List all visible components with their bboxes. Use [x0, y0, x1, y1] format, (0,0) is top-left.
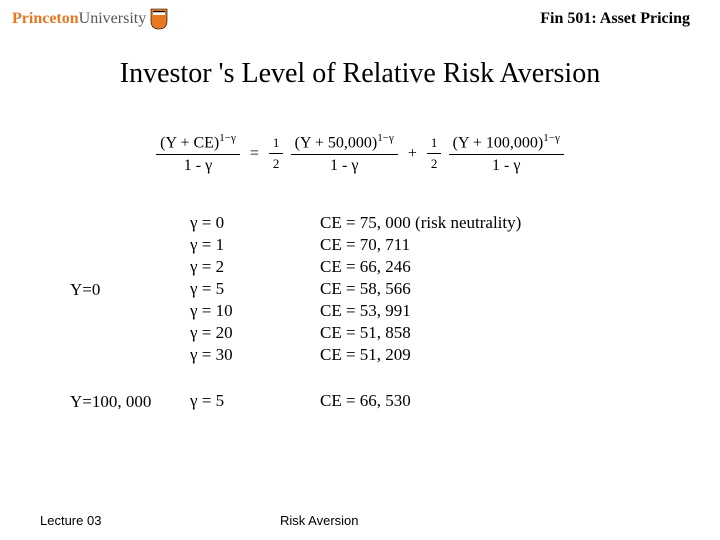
- topic-label: Risk Aversion: [280, 513, 359, 528]
- logo: PrincetonUniversity: [12, 8, 168, 30]
- y0-row: γ = 10CE = 53, 991: [190, 301, 720, 321]
- ce-cell: CE = 51, 209: [320, 345, 720, 365]
- y0-row: γ = 1CE = 70, 711: [190, 235, 720, 255]
- ce-cell: CE = 70, 711: [320, 235, 720, 255]
- ce-cell: CE = 53, 991: [320, 301, 720, 321]
- logo-text: PrincetonUniversity: [12, 10, 146, 28]
- y0-label: Y=0: [70, 280, 190, 300]
- slide-footer: Lecture 03 Risk Aversion: [0, 513, 720, 528]
- y0-row: γ = 2CE = 66, 246: [190, 257, 720, 277]
- frac-rhs1: (Y + 50,000)1−γ 1 - γ: [291, 132, 398, 175]
- y100-row: γ = 5CE = 66, 530: [190, 391, 720, 411]
- y100-label: Y=100, 000: [70, 391, 190, 413]
- gamma-cell: γ = 2: [190, 257, 320, 277]
- gamma-cell: γ = 0: [190, 213, 320, 233]
- slide-title: Investor 's Level of Relative Risk Avers…: [0, 58, 720, 90]
- ce-cell: CE = 66, 246: [320, 257, 720, 277]
- course-label: Fin 501: Asset Pricing: [540, 10, 690, 28]
- y0-row: γ = 0CE = 75, 000 (risk neutrality): [190, 213, 720, 233]
- y0-row: γ = 5CE = 58, 566: [190, 279, 720, 299]
- ce-cell: CE = 58, 566: [320, 279, 720, 299]
- ce-cell: CE = 66, 530: [320, 391, 720, 411]
- gamma-cell: γ = 20: [190, 323, 320, 343]
- half-1: 12: [267, 145, 289, 160]
- shield-icon: [150, 8, 168, 30]
- gamma-cell: γ = 5: [190, 279, 320, 299]
- lecture-label: Lecture 03: [0, 513, 280, 528]
- y0-row: γ = 20CE = 51, 858: [190, 323, 720, 343]
- gamma-cell: γ = 5: [190, 391, 320, 411]
- data-table: Y=0 γ = 0CE = 75, 000 (risk neutrality)γ…: [0, 213, 720, 413]
- half-2: 12: [425, 145, 447, 160]
- gamma-cell: γ = 10: [190, 301, 320, 321]
- block-y100: Y=100, 000 γ = 5CE = 66, 530: [70, 391, 720, 413]
- logo-text-gray: University: [79, 10, 147, 27]
- block-y0: Y=0 γ = 0CE = 75, 000 (risk neutrality)γ…: [70, 213, 720, 367]
- slide-header: PrincetonUniversity Fin 501: Asset Prici…: [0, 0, 720, 30]
- gamma-cell: γ = 1: [190, 235, 320, 255]
- frac-rhs2: (Y + 100,000)1−γ 1 - γ: [449, 132, 564, 175]
- gamma-cell: γ = 30: [190, 345, 320, 365]
- ce-cell: CE = 51, 858: [320, 323, 720, 343]
- ce-cell: CE = 75, 000 (risk neutrality): [320, 213, 720, 233]
- logo-text-orange: Princeton: [12, 10, 79, 27]
- y0-row: γ = 30CE = 51, 209: [190, 345, 720, 365]
- formula: (Y + CE)1−γ 1 - γ = 12 (Y + 50,000)1−γ 1…: [0, 132, 720, 175]
- frac-lhs: (Y + CE)1−γ 1 - γ: [156, 132, 240, 175]
